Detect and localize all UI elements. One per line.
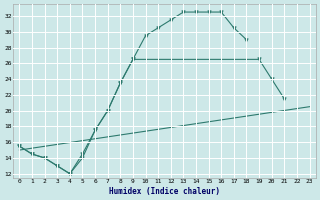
- X-axis label: Humidex (Indice chaleur): Humidex (Indice chaleur): [109, 187, 220, 196]
